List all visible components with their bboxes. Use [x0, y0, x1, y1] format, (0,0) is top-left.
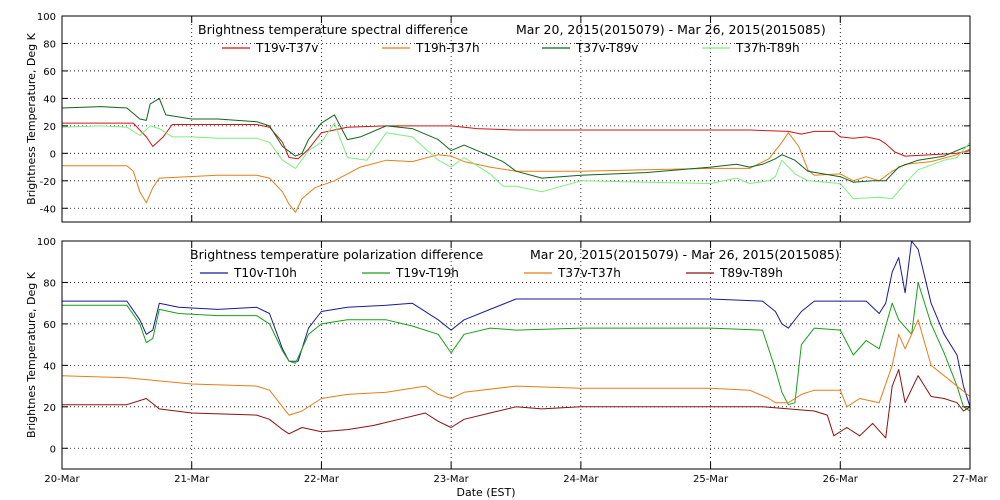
top-ytick-label: 60: [43, 67, 56, 78]
top-y-axis-label: Brightness Temperature, Deg K: [25, 32, 38, 204]
bottom-legend-label: T19v-T19h: [395, 266, 459, 280]
top-legend-label: T37v-T89v: [575, 41, 638, 55]
top-legend-label: T19h-T37h: [415, 41, 480, 55]
bottom-series-t19v-t19h: [62, 282, 971, 412]
top-series-t19h-t37h: [62, 132, 971, 213]
x-axis-ticks: 20-Mar 21-Mar 22-Mar 23-Mar 24-Mar 25-Mar 26-M…: [44, 474, 988, 485]
top-ytick-label: -20: [40, 177, 56, 188]
top-ytick-label: 80: [43, 39, 56, 50]
x-tick-label: 22-Mar: [304, 474, 340, 485]
top-series-t37h-t89h: [61, 122, 971, 200]
bottom-series-t37v-t37h: [61, 319, 971, 416]
top-chart-title: Brightness temperature spectral differen…: [198, 22, 468, 37]
bottom-legend-label: T37v-T37h: [557, 266, 621, 280]
top-ytick-label: 100: [37, 12, 56, 23]
bottom-y-axis-label: Brightnes Temperature, Deg K: [25, 271, 38, 438]
bottom-series-t89v-t89h: [62, 369, 971, 439]
top-legend: T19v-T37v T19h-T37h T37v-T89v T37h-T89h: [222, 41, 800, 55]
top-ytick-label: 40: [43, 94, 56, 105]
top-ytick-label: 0: [50, 149, 56, 160]
top-series-t37v-t89v: [61, 97, 971, 183]
x-tick-label: 27-Mar: [952, 474, 988, 485]
top-ytick-label: -40: [40, 204, 56, 215]
bottom-chart-date-range: Mar 20, 2015(2015079) - Mar 26, 2015(201…: [530, 247, 840, 262]
x-tick-label: 26-Mar: [823, 474, 859, 485]
bottom-ytick-label: 40: [43, 361, 56, 372]
x-tick-label: 20-Mar: [44, 474, 80, 485]
bottom-series-t10v-t10h: [62, 240, 971, 407]
top-ytick-label: 20: [43, 122, 56, 133]
polarization-difference-panel: 0 20 40 60 80 100 Brightness temperature pola…: [25, 237, 971, 470]
bottom-legend-label: T10v-T10h: [233, 266, 297, 280]
bottom-plot-frame: [61, 240, 971, 470]
bottom-ytick-label: 60: [43, 320, 56, 331]
spectral-difference-panel: -40 -20 0 20 40 60 80 100 Brightness temperatur…: [25, 12, 971, 223]
x-tick-label: 25-Mar: [693, 474, 729, 485]
bottom-ytick-label: 100: [37, 237, 56, 248]
bottom-ytick-label: 80: [43, 278, 56, 289]
bottom-legend: T10v-T10h T19v-T19h T37v-T37h T89v-T89h: [200, 266, 783, 280]
top-legend-label: T19v-T37v: [255, 41, 318, 55]
bottom-legend-label: T89v-T89h: [719, 266, 783, 280]
bottom-chart-title: Brightness temperature polarization diff…: [190, 247, 484, 262]
bottom-ytick-label: 20: [43, 403, 56, 414]
top-chart-date-range: Mar 20, 2015(2015079) - Mar 26, 2015(201…: [516, 22, 826, 37]
top-legend-label: T37h-T89h: [735, 41, 800, 55]
x-tick-label: 21-Mar: [174, 474, 210, 485]
bottom-ytick-label: 0: [50, 444, 56, 455]
x-tick-label: 23-Mar: [434, 474, 470, 485]
top-plot-frame: [61, 15, 971, 223]
x-tick-label: 24-Mar: [563, 474, 599, 485]
x-axis-label: Date (EST): [456, 486, 515, 499]
top-series-t19v-t37v: [62, 122, 971, 160]
